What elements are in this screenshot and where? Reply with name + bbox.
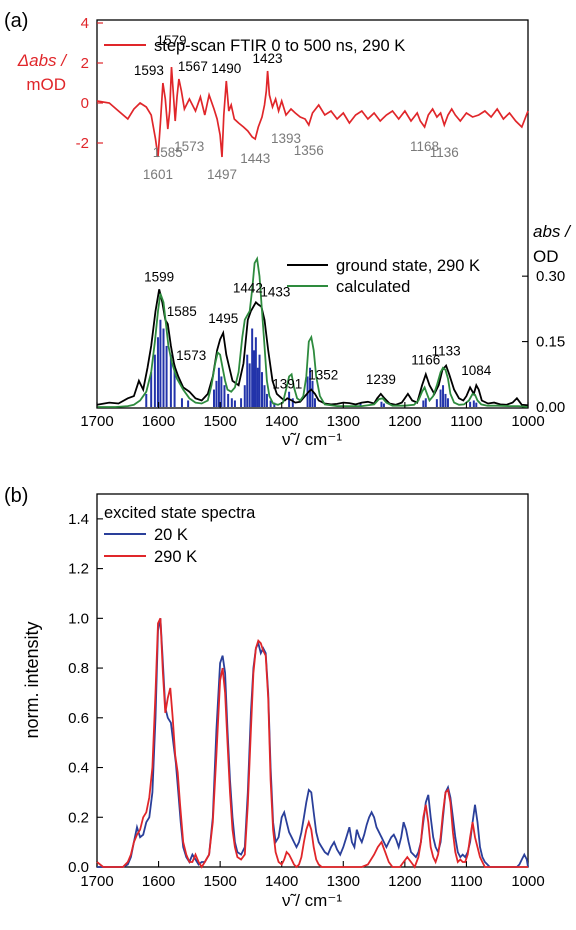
a-bot-peak-label: 1084 xyxy=(461,363,492,378)
panel-a-series-step-scan xyxy=(96,66,529,158)
b-ytick-label: 0.4 xyxy=(68,760,89,777)
a-bot-peak-label: 1442 xyxy=(233,280,263,295)
a-xtick-label: 1000 xyxy=(511,413,544,430)
legend-label-calculated: calculated xyxy=(336,278,410,296)
a-top-dip-label: 1585 xyxy=(153,145,183,160)
a-top-dip-label: 1443 xyxy=(240,151,270,166)
a-xtick-label: 1600 xyxy=(142,413,175,430)
b-ytick-label: 0.0 xyxy=(68,859,89,876)
panel-b-series-290k xyxy=(96,617,528,869)
panel-a-xlabel: ν̃ / cm⁻¹ xyxy=(282,430,342,449)
a-bot-peak-label: 1133 xyxy=(432,344,461,359)
a-bot-peak-label: 1433 xyxy=(260,285,290,300)
panel-b-ylabel: norm. intensity xyxy=(22,621,42,738)
b-ytick-label: 0.6 xyxy=(68,710,89,727)
panel-a-frame xyxy=(96,19,529,409)
panel-label-a: (a) xyxy=(4,10,28,32)
a-xtick-label: 1400 xyxy=(265,413,298,430)
panel-a-series-calculated xyxy=(97,255,529,408)
panel-b-yticks: 0.0 0.2 0.4 0.6 0.8 1.0 1.2 1.4 xyxy=(68,511,103,876)
panel-b-legend-title: excited state spectra xyxy=(104,504,256,522)
panel-a-bottom-ylabel-line1: abs / xyxy=(533,222,572,241)
b-ytick-label: 0.8 xyxy=(68,660,89,677)
b-xtick-label: 1100 xyxy=(450,873,482,890)
a-bot-ytick-label: 0.15 xyxy=(536,334,565,351)
legend-label-290k: 290 K xyxy=(154,548,197,566)
panel-b-xticks: 1700 1600 1500 1400 1300 1200 1100 1000 xyxy=(80,861,545,890)
panel-a-calculated-sticks xyxy=(145,319,478,407)
a-bot-peak-label: 1166 xyxy=(411,352,440,367)
b-ytick-label: 1.2 xyxy=(68,561,89,578)
b-xtick-label: 1200 xyxy=(388,873,421,890)
legend-label-step-scan: step-scan FTIR 0 to 500 ns, 290 K xyxy=(154,37,405,55)
panel-a-series-ground-state xyxy=(96,289,529,407)
a-top-peak-label: 1423 xyxy=(253,51,283,66)
a-top-dip-label: 1393 xyxy=(271,131,301,146)
a-top-peak-label: 1593 xyxy=(134,63,164,78)
a-xtick-label: 1300 xyxy=(327,413,360,430)
b-xtick-label: 1400 xyxy=(265,873,298,890)
a-bot-peak-label: 1352 xyxy=(308,368,338,383)
legend-label-20k: 20 K xyxy=(154,526,188,544)
a-top-ytick-label: 4 xyxy=(81,15,89,32)
a-xtick-label: 1700 xyxy=(80,413,113,430)
panel-a-top-ylabel-line2: mOD xyxy=(26,75,66,94)
panel-a-top-ylabel-line1: Δabs / xyxy=(17,51,69,70)
b-ytick-label: 1.0 xyxy=(68,610,89,627)
panel-b-series-20k xyxy=(97,618,529,868)
b-xtick-label: 1700 xyxy=(80,873,113,890)
a-xtick-label: 1500 xyxy=(203,413,236,430)
a-top-ytick-label: 0 xyxy=(81,95,89,112)
b-ytick-label: 0.2 xyxy=(68,809,89,826)
a-bot-ytick-label: 0.30 xyxy=(536,268,565,285)
a-bot-peak-label: 1391 xyxy=(272,376,302,391)
a-top-dip-label: 1168 xyxy=(410,139,439,154)
panel-a-xticks: 1700 1600 1500 1400 1300 1200 1100 1000 xyxy=(80,402,545,430)
b-ytick-label: 1.4 xyxy=(68,511,89,528)
b-xtick-label: 1500 xyxy=(203,873,236,890)
a-top-dip-label: 1136 xyxy=(430,145,459,160)
legend-label-ground-state: ground state, 290 K xyxy=(336,257,480,275)
a-xtick-label: 1200 xyxy=(388,413,421,430)
panel-a-bottom-yticks: 0.30 0.15 0.00 xyxy=(522,268,565,416)
a-top-dip-label: 1497 xyxy=(207,167,237,182)
a-bot-peak-label: 1585 xyxy=(167,304,197,319)
panel-label-b: (b) xyxy=(4,485,28,507)
a-top-dip-label: 1356 xyxy=(294,143,324,158)
a-top-dip-label: 1573 xyxy=(174,139,204,154)
a-bot-ytick-label: 0.00 xyxy=(536,399,565,416)
panel-b-xlabel: ν̃ / cm⁻¹ xyxy=(282,891,342,910)
a-bot-peak-label: 1239 xyxy=(366,372,396,387)
panel-a-bottom-ylabel-line2: OD xyxy=(533,247,559,266)
a-top-peak-label: 1579 xyxy=(156,33,186,48)
a-top-dip-label: 1601 xyxy=(143,167,173,182)
a-xtick-label: 1100 xyxy=(450,413,482,430)
a-top-ytick-label: 2 xyxy=(81,55,89,72)
b-xtick-label: 1600 xyxy=(142,873,175,890)
panel-b-frame xyxy=(96,493,529,868)
a-top-ytick-label: -2 xyxy=(76,135,89,152)
b-xtick-label: 1000 xyxy=(511,873,544,890)
a-bot-peak-label: 1495 xyxy=(208,311,238,326)
a-bot-peak-label: 1599 xyxy=(144,269,174,284)
panel-a-top-yticks: 4 2 0 -2 xyxy=(76,15,103,152)
b-xtick-label: 1300 xyxy=(327,873,360,890)
a-bot-peak-label: 1573 xyxy=(176,348,206,363)
a-top-peak-label: 1490 xyxy=(211,61,241,76)
a-top-peak-label: 1567 xyxy=(178,59,208,74)
